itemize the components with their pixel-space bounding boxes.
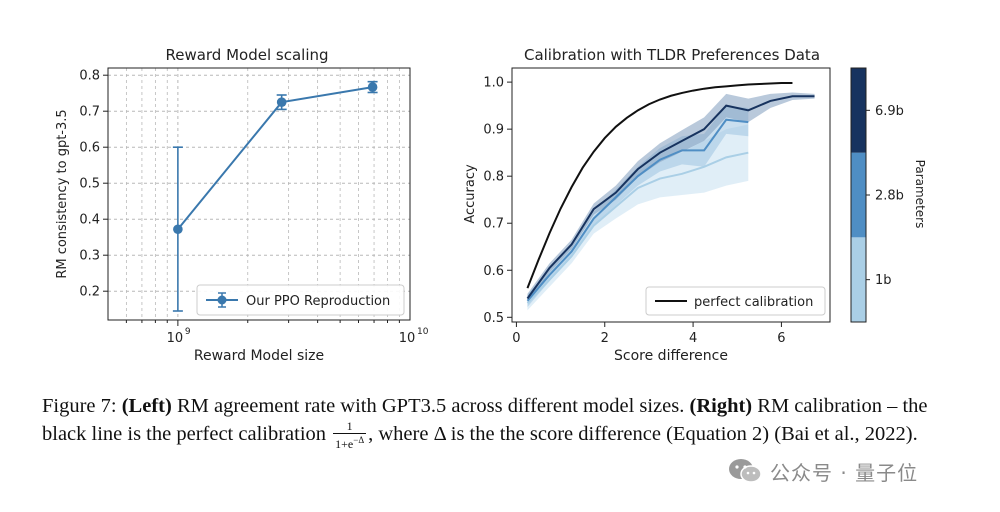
left-legend-box	[196, 284, 405, 316]
perfect-calibration-line	[526, 82, 793, 289]
colorbar-tick-label: 2.8b	[875, 189, 904, 204]
x-tick-label: 2	[601, 331, 609, 346]
colorbar-segment	[851, 68, 866, 153]
right-reference-line	[526, 82, 793, 289]
x-tick-label: 10	[167, 331, 184, 346]
left-x-axis-label: Reward Model size	[194, 348, 324, 364]
series-line-2	[526, 95, 815, 300]
colorbar: 1b 2.8b 6.9b	[850, 67, 904, 323]
x-tick-label: 0	[512, 331, 520, 346]
y-tick-label: 0.3	[79, 249, 100, 264]
colorbar-tick-label: 6.9b	[875, 104, 904, 119]
right-y-axis-label: Accuracy	[463, 164, 478, 224]
watermark: 公众号 · 量子位	[728, 456, 918, 486]
data-point	[173, 224, 183, 235]
y-tick-label: 0.5	[79, 177, 100, 192]
caption-text-3: , where Δ is the the score difference (E…	[368, 423, 918, 446]
caption-right-label: (Right)	[689, 395, 753, 417]
confidence-band-2	[527, 92, 815, 304]
y-tick-label: 0.7	[483, 217, 504, 232]
confidence-band-0	[527, 124, 749, 311]
caption-left-label: (Left)	[121, 395, 172, 417]
y-tick-label: 1.0	[483, 76, 504, 91]
figure: Reward Model scaling 0.20.30.40.50.60.70…	[55, 46, 927, 364]
left-chart-title: Reward Model scaling	[165, 46, 328, 64]
caption-figure-label: Figure 7:	[42, 395, 122, 417]
colorbar-segment	[851, 237, 866, 322]
right-x-ticks: 0 2 4 6	[512, 322, 786, 346]
right-y-ticks: 0.5 0.6 0.7 0.8 0.9 1.0	[483, 76, 512, 326]
data-point	[367, 82, 378, 92]
left-legend: Our PPO Reproduction	[196, 284, 405, 316]
right-confidence-bands	[527, 92, 815, 311]
figure-caption: Figure 7: (Left) RM agreement rate with …	[42, 392, 962, 451]
right-legend-box	[645, 286, 826, 316]
left-chart: Reward Model scaling 0.20.30.40.50.60.70…	[55, 46, 429, 364]
y-tick-label: 0.6	[483, 264, 504, 279]
wechat-icon	[729, 459, 762, 483]
right-series	[526, 95, 815, 304]
left-series	[172, 80, 378, 312]
right-legend-label: perfect calibration	[694, 295, 813, 310]
y-tick-label: 0.8	[483, 170, 504, 185]
y-tick-label: 0.7	[79, 105, 100, 120]
y-tick-label: 0.9	[483, 123, 504, 138]
x-tick-exponent: 9	[185, 327, 191, 337]
confidence-band-1	[527, 105, 749, 307]
right-x-axis-label: Score difference	[614, 348, 728, 364]
left-legend-marker	[217, 295, 227, 305]
left-legend-label: Our PPO Reproduction	[246, 294, 390, 309]
x-tick-exponent: 10	[417, 327, 429, 337]
fraction-denominator-exponent: −Δ	[353, 435, 365, 445]
colorbar-frame	[850, 67, 867, 323]
left-y-axis-label: RM consistency to gpt-3.5	[55, 109, 70, 278]
y-tick-label: 0.8	[79, 69, 100, 84]
series-line-0	[526, 151, 749, 304]
left-y-ticks: 0.2 0.3 0.4 0.5 0.6 0.7 0.8	[79, 69, 108, 300]
right-plot-frame	[511, 67, 831, 323]
fraction-denominator-base: 1+e	[335, 437, 354, 451]
right-chart-title: Calibration with TLDR Preferences Data	[524, 46, 820, 64]
series-line-1	[526, 118, 749, 302]
series-line	[177, 86, 373, 230]
fraction-denominator: 1+e−Δ	[333, 434, 366, 451]
watermark-text: 公众号 · 量子位	[770, 460, 919, 485]
y-tick-label: 0.6	[79, 141, 100, 156]
caption-text-1: RM agreement rate with GPT3.5 across dif…	[171, 395, 690, 417]
caption-text-2: RM calibration – the black line is the p…	[42, 395, 928, 446]
x-tick-label: 4	[689, 331, 697, 346]
data-point	[276, 97, 287, 107]
y-tick-label: 0.4	[79, 213, 100, 228]
y-tick-label: 0.5	[483, 311, 504, 326]
right-chart: Calibration with TLDR Preferences Data 0…	[463, 46, 927, 364]
right-legend: perfect calibration	[645, 286, 826, 316]
x-tick-label: 10	[399, 331, 416, 346]
colorbar-tick-label: 1b	[875, 273, 892, 288]
y-tick-label: 0.2	[79, 285, 100, 300]
left-plot-frame	[107, 67, 411, 321]
caption-fraction: 1 1+e−Δ	[333, 420, 367, 451]
x-tick-label: 6	[777, 331, 785, 346]
left-grid	[108, 68, 410, 326]
left-x-ticks: 10 9 10 10	[167, 327, 429, 346]
fraction-numerator: 1	[333, 420, 367, 434]
colorbar-segment	[851, 152, 866, 238]
colorbar-label: Parameters	[913, 160, 927, 229]
